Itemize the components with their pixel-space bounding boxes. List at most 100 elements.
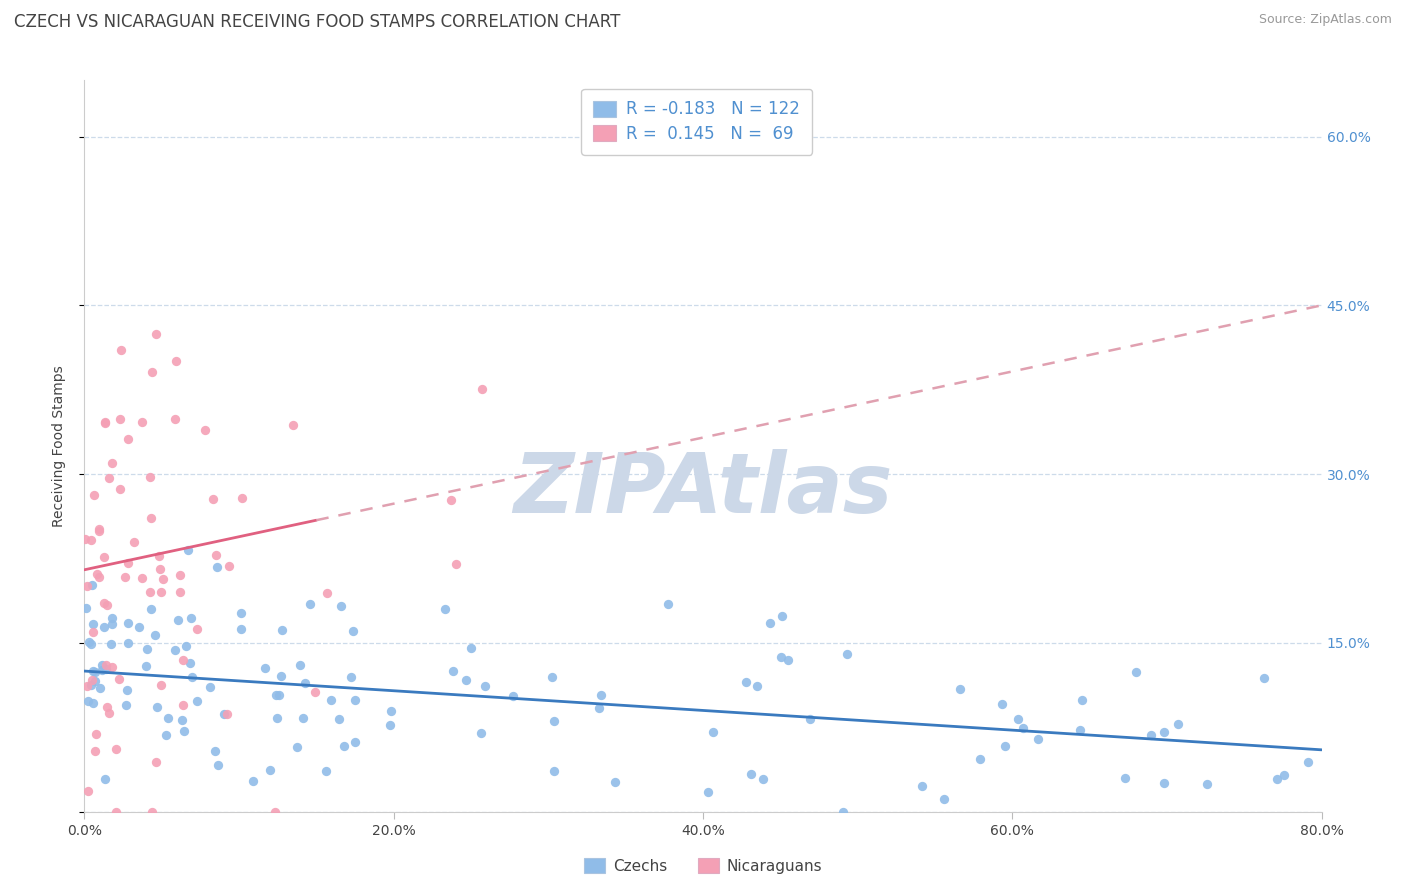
- Point: [229, 622, 252, 636]
- Y-axis label: Receiving Food Stamps: Receiving Food Stamps: [52, 365, 66, 527]
- Point: [115, 682, 138, 697]
- Point: [179, 657, 201, 671]
- Point: [139, 469, 162, 483]
- Point: [91, 663, 114, 677]
- Point: [588, 701, 610, 715]
- Point: [315, 585, 337, 599]
- Point: [122, 535, 145, 549]
- Point: [80, 577, 103, 591]
- Legend: R = -0.183   N = 122, R =  0.145   N =  69: R = -0.183 N = 122, R = 0.145 N = 69: [582, 88, 811, 154]
- Point: [108, 482, 131, 496]
- Point: [94, 658, 117, 673]
- Point: [456, 673, 478, 687]
- Point: [1298, 755, 1320, 769]
- Point: [380, 704, 402, 718]
- Point: [169, 584, 191, 599]
- Point: [1114, 772, 1136, 786]
- Point: [82, 625, 104, 640]
- Point: [591, 688, 613, 702]
- Point: [77, 784, 100, 798]
- Point: [117, 636, 139, 650]
- Point: [84, 665, 107, 679]
- Point: [172, 653, 194, 667]
- Point: [266, 710, 288, 724]
- Point: [460, 641, 482, 656]
- Point: [254, 661, 277, 675]
- Point: [139, 585, 162, 599]
- Point: [94, 415, 117, 429]
- Point: [264, 805, 287, 819]
- Point: [697, 785, 720, 799]
- Point: [131, 571, 153, 585]
- Point: [117, 556, 139, 570]
- Point: [149, 678, 172, 692]
- Point: [76, 579, 98, 593]
- Legend: Czechs, Nicaraguans: Czechs, Nicaraguans: [578, 852, 828, 880]
- Point: [231, 491, 253, 506]
- Point: [212, 706, 235, 721]
- Point: [145, 756, 167, 770]
- Point: [100, 617, 122, 632]
- Point: [194, 423, 217, 437]
- Point: [1167, 716, 1189, 731]
- Point: [176, 640, 198, 654]
- Point: [165, 354, 187, 368]
- Point: [298, 597, 321, 611]
- Point: [321, 692, 343, 706]
- Point: [80, 533, 103, 548]
- Point: [155, 728, 177, 742]
- Point: [135, 659, 157, 673]
- Point: [747, 679, 769, 693]
- Point: [471, 382, 494, 396]
- Point: [231, 606, 253, 620]
- Point: [543, 764, 565, 778]
- Point: [342, 624, 364, 638]
- Point: [101, 611, 124, 625]
- Point: [702, 724, 724, 739]
- Point: [98, 471, 121, 485]
- Point: [82, 696, 104, 710]
- Point: [433, 602, 456, 616]
- Point: [1197, 777, 1219, 791]
- Point: [543, 714, 565, 728]
- Point: [1153, 776, 1175, 790]
- Point: [186, 694, 208, 708]
- Point: [108, 672, 131, 686]
- Point: [1125, 665, 1147, 680]
- Point: [77, 693, 100, 707]
- Point: [204, 744, 226, 758]
- Point: [117, 433, 139, 447]
- Point: [94, 416, 117, 430]
- Point: [76, 679, 98, 693]
- Point: [83, 744, 105, 758]
- Point: [167, 613, 190, 627]
- Point: [152, 573, 174, 587]
- Text: Source: ZipAtlas.com: Source: ZipAtlas.com: [1258, 13, 1392, 27]
- Point: [270, 669, 292, 683]
- Point: [146, 700, 169, 714]
- Point: [173, 724, 195, 739]
- Point: [770, 650, 793, 665]
- Point: [128, 620, 150, 634]
- Point: [470, 725, 492, 739]
- Point: [94, 661, 117, 675]
- Point: [141, 602, 163, 616]
- Point: [145, 327, 167, 342]
- Point: [835, 648, 858, 662]
- Point: [734, 674, 756, 689]
- Point: [82, 616, 104, 631]
- Point: [1253, 672, 1275, 686]
- Point: [218, 558, 240, 573]
- Point: [264, 688, 287, 702]
- Point: [934, 792, 956, 806]
- Point: [90, 657, 112, 672]
- Point: [89, 522, 111, 536]
- Point: [204, 548, 226, 562]
- Point: [141, 805, 163, 819]
- Point: [1267, 772, 1289, 786]
- Point: [180, 611, 202, 625]
- Point: [603, 775, 626, 789]
- Point: [157, 711, 180, 725]
- Point: [441, 664, 464, 678]
- Point: [657, 597, 679, 611]
